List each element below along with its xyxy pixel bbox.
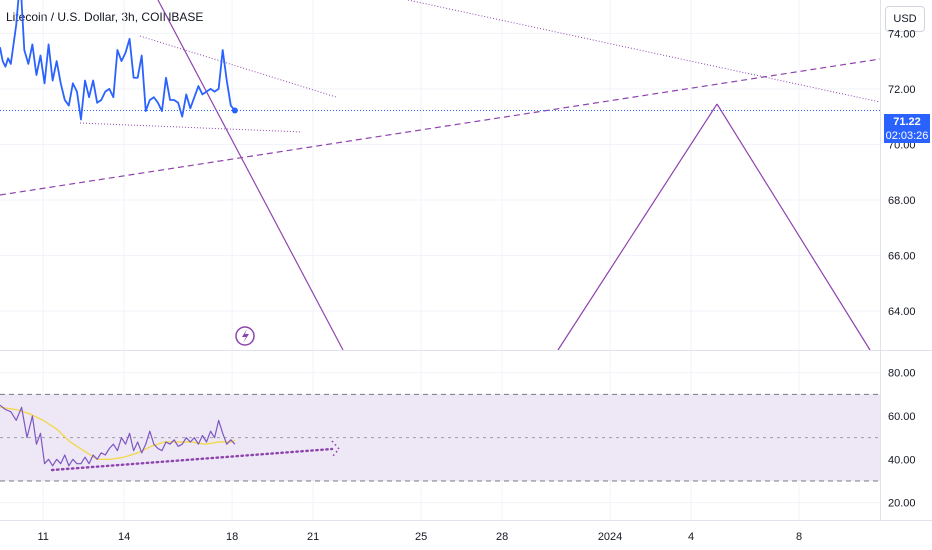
- rsi-tick-label: 40.00: [888, 454, 916, 466]
- rsi-axis[interactable]: 80.00 60.00 40.00 20.00: [888, 368, 916, 510]
- rsi-tick-label: 80.00: [888, 368, 916, 380]
- time-tick-label: 18: [226, 531, 238, 543]
- dotted-trendline: [407, 0, 881, 103]
- rsi-tick-label: 60.00: [888, 411, 916, 423]
- time-tick-label: 8: [796, 531, 802, 543]
- rsi-band-fill: [0, 394, 880, 481]
- last-price-tag: 71.22 02:03:26: [884, 114, 930, 143]
- rsi-series[interactable]: [0, 404, 236, 467]
- bar-countdown: 02:03:26: [885, 130, 929, 142]
- projection-zigzag-down: [716, 103, 871, 351]
- projection-zigzag-up: [557, 103, 718, 351]
- lightning-bolt-icon[interactable]: [235, 326, 255, 346]
- last-price-value: 71.22: [893, 116, 921, 128]
- price-line: [0, 0, 236, 121]
- price-series[interactable]: [0, 0, 238, 121]
- time-tick-label: 4: [688, 531, 694, 543]
- time-tick-label: 2024: [598, 531, 622, 543]
- drawing-tools[interactable]: [0, 0, 881, 472]
- price-tick-label: 68.00: [888, 195, 916, 207]
- time-tick-label: 11: [37, 531, 48, 543]
- time-tick-label: 14: [118, 531, 130, 543]
- dashed-trendline: [0, 58, 881, 196]
- price-tick-label: 64.00: [888, 306, 916, 318]
- time-tick-label: 25: [415, 531, 427, 543]
- time-tick-label: 21: [307, 531, 319, 543]
- time-axis[interactable]: 11 14 18 21 25 28 2024 4 8: [0, 520, 932, 544]
- rsi-tick-label: 20.00: [888, 498, 916, 510]
- price-tick-label: 66.00: [888, 251, 916, 263]
- dotted-wedge-top: [139, 35, 337, 98]
- dotted-wedge-bottom: [79, 122, 303, 133]
- symbol-title[interactable]: Litecoin / U.S. Dollar, 3h, COINBASE: [6, 10, 204, 24]
- projection-line: [157, 0, 344, 351]
- time-tick-label: 28: [496, 531, 508, 543]
- last-price-dot: [231, 107, 238, 114]
- price-tick-label: 72.00: [888, 84, 916, 96]
- currency-button[interactable]: USD: [885, 6, 925, 32]
- rsi-trendline: [50, 447, 334, 472]
- rsi-line: [0, 404, 236, 467]
- rsi-ma-line: [0, 406, 236, 461]
- price-tick-label: 74.00: [888, 28, 916, 40]
- rsi-band: [0, 393, 880, 482]
